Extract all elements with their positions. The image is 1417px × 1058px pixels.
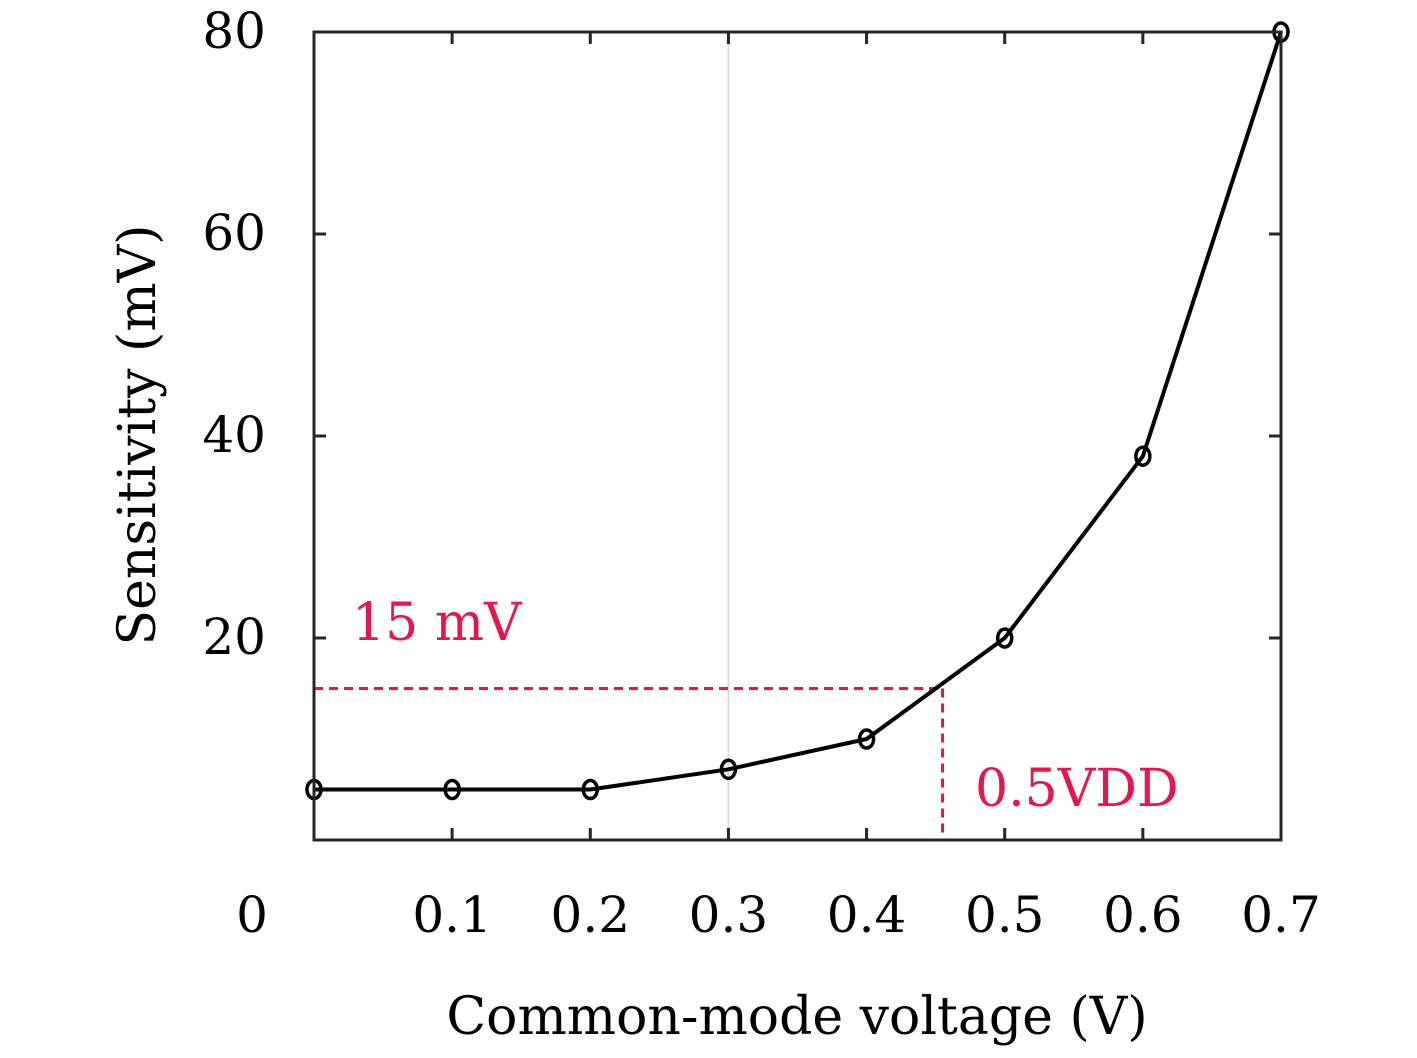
data-point: [857, 728, 876, 750]
plot-frame: [312, 30, 1283, 842]
threshold-annotation-label: 15 mV: [352, 593, 523, 653]
x-tick-label: 0.3: [689, 886, 769, 944]
x-tick-label: 0: [236, 886, 268, 944]
x-tick-label: 0.2: [551, 886, 631, 944]
data-point: [995, 627, 1014, 649]
tick-labels: 0 0.1 0.2 0.3 0.4 0.5 0.6 0.7 20 40 60 80: [202, 2, 1320, 944]
x-tick-label: 0.5: [965, 886, 1045, 944]
x-tick-label: 0.1: [412, 886, 492, 944]
y-tick-label: 40: [202, 406, 266, 464]
data-point: [581, 778, 600, 801]
intersection-annotation-label: 0.5VDD: [975, 759, 1179, 819]
data-point: [1134, 445, 1152, 467]
x-tick-label: 0.6: [1103, 886, 1183, 944]
annotation-lines: [314, 687, 945, 840]
y-axis-title: Sensitivity (mV): [108, 225, 168, 646]
data-point: [443, 778, 461, 801]
y-tick-label: 20: [202, 608, 266, 666]
x-axis-title: Common-mode voltage (V): [446, 987, 1147, 1047]
x-tick-label: 0.4: [827, 886, 907, 944]
tick-marks: [314, 32, 1281, 840]
y-tick-label: 80: [202, 2, 266, 60]
axes: [312, 30, 1283, 842]
data-point: [719, 758, 738, 781]
series-line: [314, 31, 1283, 792]
x-tick-label: 0.7: [1241, 886, 1321, 944]
data-series: [305, 21, 1290, 801]
y-tick-label: 60: [202, 204, 266, 262]
